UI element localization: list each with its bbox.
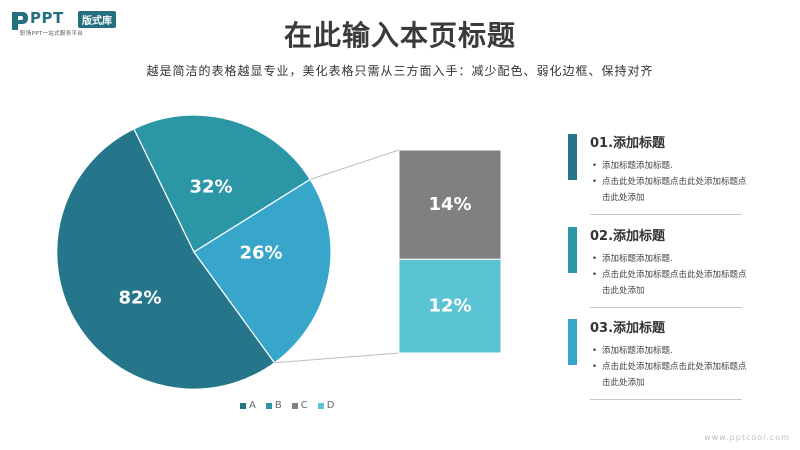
breakout-label-C: 14% bbox=[428, 194, 471, 215]
pie-label-B: 32% bbox=[189, 177, 232, 198]
breakout-bar-D bbox=[398, 258, 502, 354]
panel-bullet-list: 添加标题添加标题.点击此处添加标题点击此处添加标题点击此处添加 bbox=[592, 251, 752, 299]
logo-text: PPT bbox=[30, 9, 64, 27]
panel-accent-bar bbox=[568, 134, 577, 180]
chart-legend: A B C D bbox=[240, 400, 334, 411]
panel-bullet: 点击此处添加标题点击此处添加标题点击此处添加 bbox=[592, 174, 752, 206]
pie-label-C: 26% bbox=[239, 243, 282, 264]
panel-title: 01.添加标题 bbox=[590, 136, 666, 151]
legend-item-D: D bbox=[317, 400, 335, 411]
panel-bullet: 点击此处添加标题点击此处添加标题点击此处添加 bbox=[592, 267, 752, 299]
legend-label: D bbox=[326, 400, 335, 411]
panel-divider bbox=[590, 399, 742, 400]
legend-label: A bbox=[249, 400, 256, 411]
page-subtitle: 越是简洁的表格越显专业，美化表格只需从三方面入手：减少配色、弱化边框、保持对齐 bbox=[146, 64, 654, 78]
legend-item-C: C bbox=[291, 400, 308, 411]
panel-bullet: 添加标题添加标题. bbox=[592, 158, 752, 174]
legend-label: C bbox=[300, 400, 308, 411]
breakout-connector-top bbox=[310, 149, 400, 180]
pie-slice-C bbox=[193, 178, 332, 364]
breakout-connector-bottom bbox=[274, 352, 400, 364]
watermark: www.pptcool.com bbox=[704, 433, 790, 442]
breakout-label-D: 12% bbox=[428, 296, 471, 317]
pie-slice-A bbox=[56, 128, 276, 390]
pie-label-A: 82% bbox=[118, 288, 161, 309]
breakout-bar-C bbox=[398, 149, 502, 260]
logo-mark-icon bbox=[12, 12, 28, 30]
legend-label: B bbox=[274, 400, 282, 411]
logo-badge: 版式库 bbox=[78, 11, 116, 28]
page-title: 在此输入本页标题 bbox=[283, 19, 516, 52]
legend-item-A: A bbox=[240, 400, 256, 411]
panel-bullet-list: 添加标题添加标题.点击此处添加标题点击此处添加标题点击此处添加 bbox=[592, 158, 752, 206]
panel-bullet: 添加标题添加标题. bbox=[592, 251, 752, 267]
panel-divider bbox=[590, 214, 742, 215]
legend-item-B: B bbox=[265, 400, 282, 411]
panel-accent-bar bbox=[568, 227, 577, 273]
logo: PPT 版式库 职场PPT一站式服务平台 bbox=[10, 8, 160, 38]
legend-swatch bbox=[265, 402, 272, 409]
panel-bullet: 点击此处添加标题点击此处添加标题点击此处添加 bbox=[592, 359, 752, 391]
legend-swatch bbox=[291, 402, 298, 409]
panel-title: 03.添加标题 bbox=[590, 321, 666, 336]
pie-chart: 82% 32% 26% 14% 12% bbox=[56, 114, 502, 390]
legend-swatch bbox=[240, 402, 246, 409]
panel-divider bbox=[590, 307, 742, 308]
panel-title: 02.添加标题 bbox=[590, 229, 666, 244]
legend-swatch bbox=[317, 402, 324, 409]
pie-slice-B bbox=[133, 114, 312, 253]
logo-tagline: 职场PPT一站式服务平台 bbox=[20, 31, 84, 37]
panel-accent-bar bbox=[568, 319, 577, 365]
panel-bullet: 添加标题添加标题. bbox=[592, 343, 752, 359]
panel-bullet-list: 添加标题添加标题.点击此处添加标题点击此处添加标题点击此处添加 bbox=[592, 343, 752, 391]
